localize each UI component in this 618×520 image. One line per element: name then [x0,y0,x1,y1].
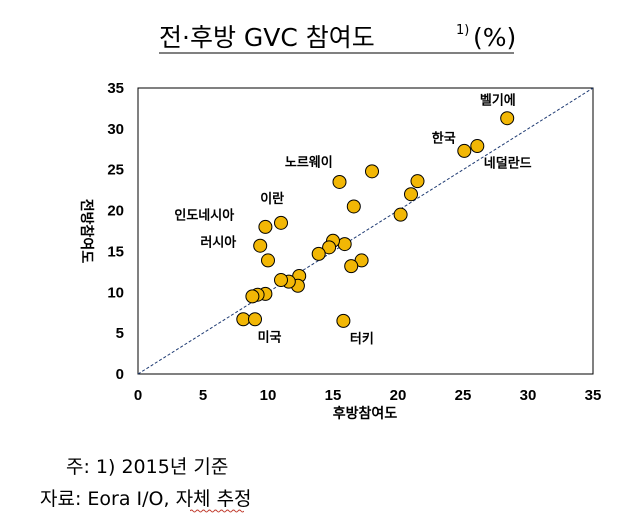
data-point [236,312,251,327]
data-point [274,273,288,288]
data-point [336,313,351,328]
country-label: 노르웨이 [285,154,333,170]
x-axis-label: 후방참여도 [333,405,398,422]
data-point [248,312,262,327]
footnote-source: 자료: Eora I/O, 자체 추정 [40,488,252,510]
x-tick-label: 0 [134,387,142,404]
country-label: 인도네시아 [174,208,234,224]
data-point [332,174,347,189]
y-tick-label: 35 [107,80,124,97]
chart-title: 전·후방 GVC 참여도 [159,23,375,52]
data-point [365,164,379,179]
data-points-layer [236,111,515,328]
x-tick-label: 25 [455,387,472,404]
x-tick-label: 10 [260,387,277,404]
country-label: 터키 [350,331,374,347]
data-point [274,215,288,230]
data-point [404,187,418,202]
country-label: 벨기에 [480,92,516,108]
y-tick-label: 10 [107,284,124,301]
country-label: 이란 [260,191,284,207]
x-tick-label: 35 [585,387,602,404]
title-unit: (%) [473,23,516,52]
y-tick-label: 5 [116,325,124,342]
y-tick-label: 15 [107,243,124,260]
data-point [337,237,352,252]
x-tick-label: 15 [325,387,342,404]
data-point [322,240,337,255]
country-label: 네덜란드 [484,155,532,171]
x-tick-label: 20 [390,387,407,404]
data-point [470,139,485,154]
reference-line-layer [137,87,594,375]
y-tick-label: 30 [107,121,124,138]
country-label: 한국 [432,131,456,147]
plot-area-border [137,87,594,375]
y-axis-label: 전방참여도 [78,199,95,264]
x-tick-label: 30 [520,387,537,404]
diagonal-reference-line [137,87,594,375]
y-tick-label: 25 [107,162,124,179]
axis-ticks-layer: 0 5 10 15 20 25 30 35 0 5 10 15 20 25 30 35 [107,80,601,404]
data-point [253,238,268,253]
title-footnote-marker: 1) [456,23,469,38]
data-point [346,199,361,214]
x-tick-label: 5 [199,387,207,404]
data-point [393,207,408,222]
footnote-base-year: 주: 1) 2015년 기준 [66,456,229,478]
country-label: 미국 [258,329,282,345]
data-point [344,259,359,274]
data-point [258,219,273,234]
data-point [410,174,425,189]
data-point [245,289,260,304]
spellcheck-underline [190,509,244,513]
y-tick-label: 20 [107,203,124,220]
data-point [457,143,472,158]
country-label: 러시아 [200,235,236,251]
data-point [500,111,515,126]
data-point [261,253,275,268]
y-tick-label: 0 [116,366,124,383]
data-point [311,246,326,261]
